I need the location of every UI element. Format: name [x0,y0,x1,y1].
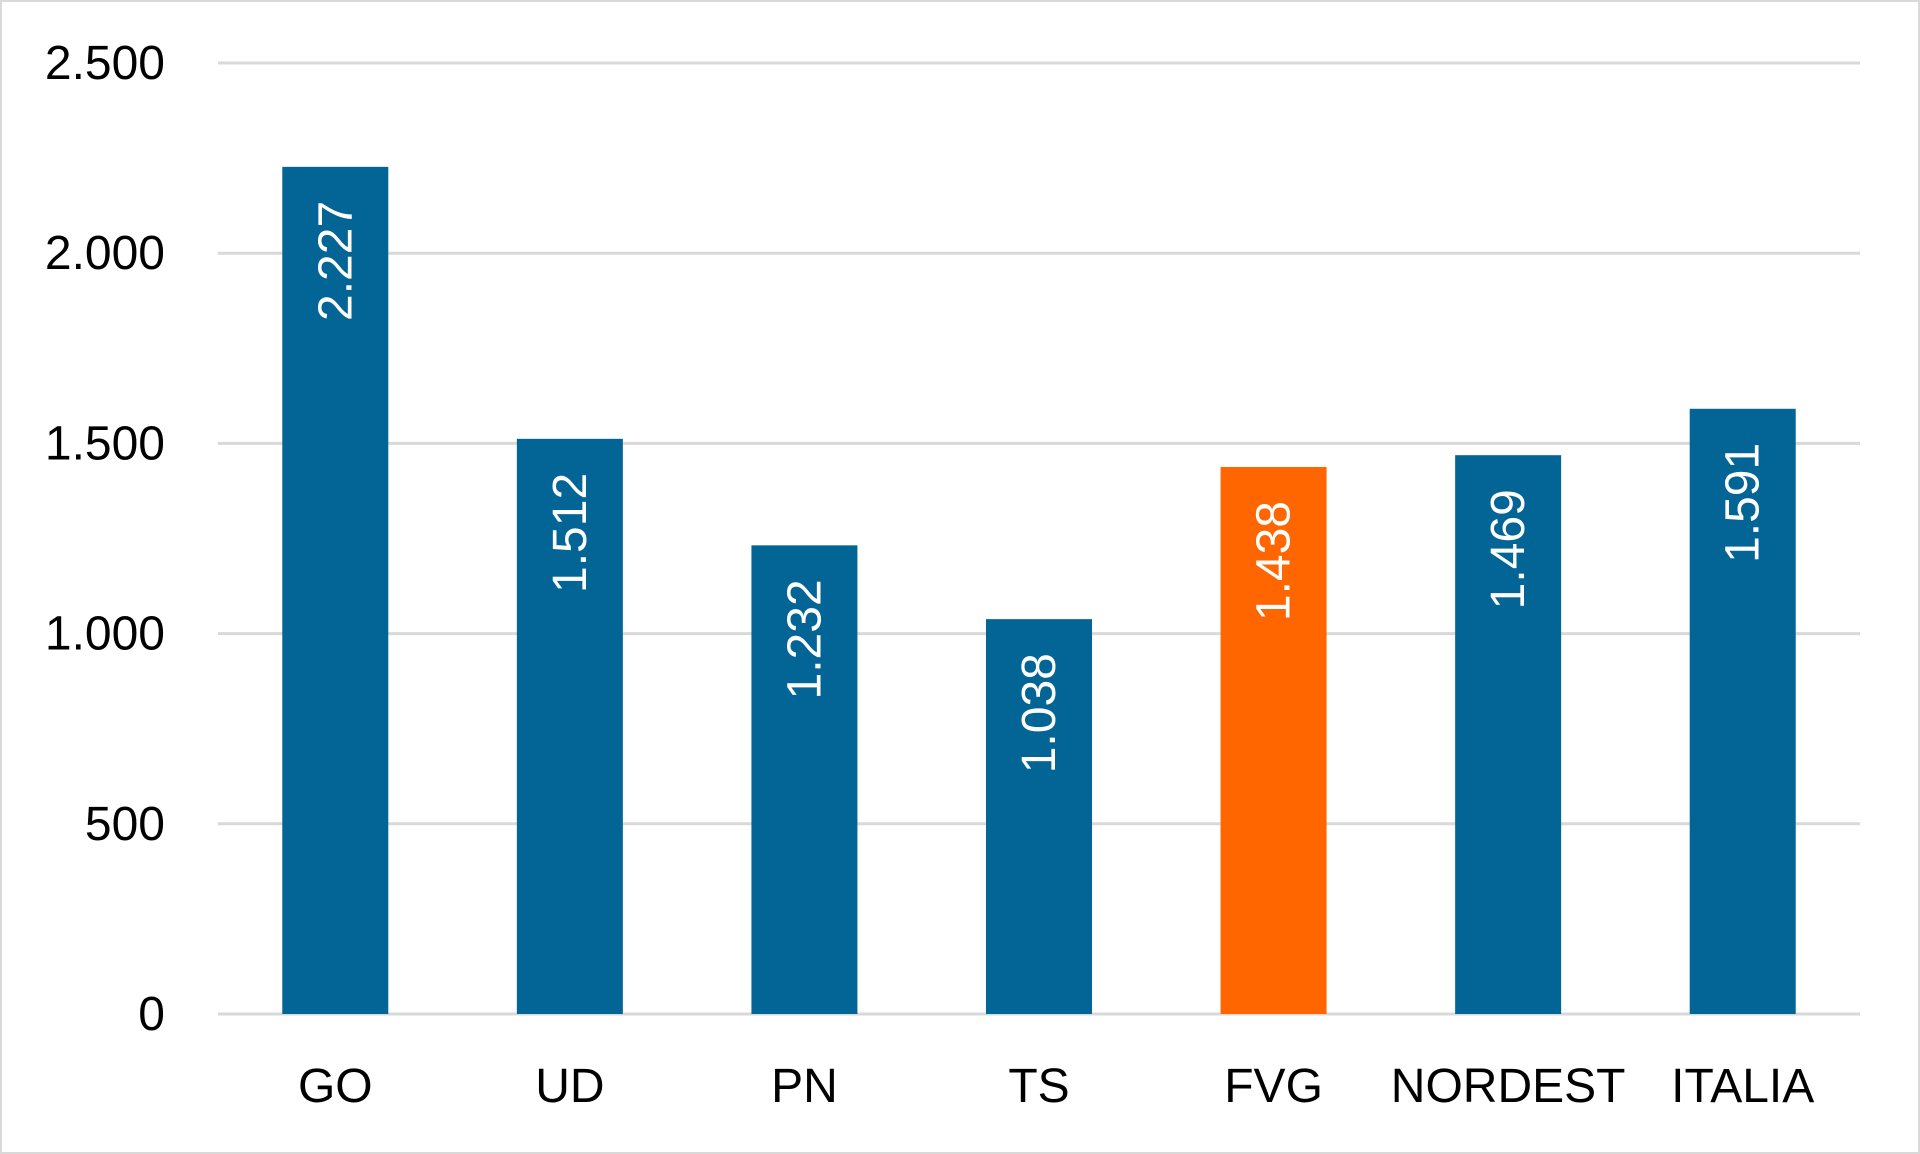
x-category-label: NORDEST [1391,1060,1626,1113]
bar [1689,408,1796,1015]
bar [986,619,1092,1014]
x-category-label: FVG [1224,1060,1323,1113]
x-category-label: TS [1008,1060,1069,1113]
y-tick-label: 2.500 [45,37,165,90]
bar [1455,455,1562,1015]
x-category-label: GO [298,1060,373,1113]
bars [282,166,1796,1015]
bar-data-label: 1.591 [1717,443,1770,563]
bar-data-label: 2.227 [309,201,362,321]
bar [751,545,858,1014]
bar-data-label: 1.512 [544,473,597,593]
y-tick-label: 0 [138,988,165,1041]
y-axis-tick-labels: 0 500 1.000 1.500 2.000 2.500 [45,37,165,1041]
bar [282,166,389,1015]
bar-data-label: 1.232 [778,579,831,699]
bar-data-labels: 2.227 1.512 1.232 1.038 1.438 1.469 1.591 [309,201,1769,773]
bar [1220,466,1327,1014]
bar-data-label: 1.469 [1482,489,1535,609]
y-tick-label: 2.000 [45,227,165,280]
x-axis-category-labels: GO UD PN TS FVG NORDEST ITALIA [298,1060,1814,1113]
y-tick-label: 500 [85,798,165,851]
y-tick-label: 1.500 [45,417,165,470]
bar-data-label: 1.438 [1248,501,1301,621]
bar [516,438,623,1014]
x-category-label: ITALIA [1671,1060,1814,1113]
x-category-label: UD [535,1060,604,1113]
bar-data-label: 1.038 [1013,653,1066,773]
y-tick-label: 1.000 [45,608,165,661]
x-category-label: PN [771,1060,838,1113]
